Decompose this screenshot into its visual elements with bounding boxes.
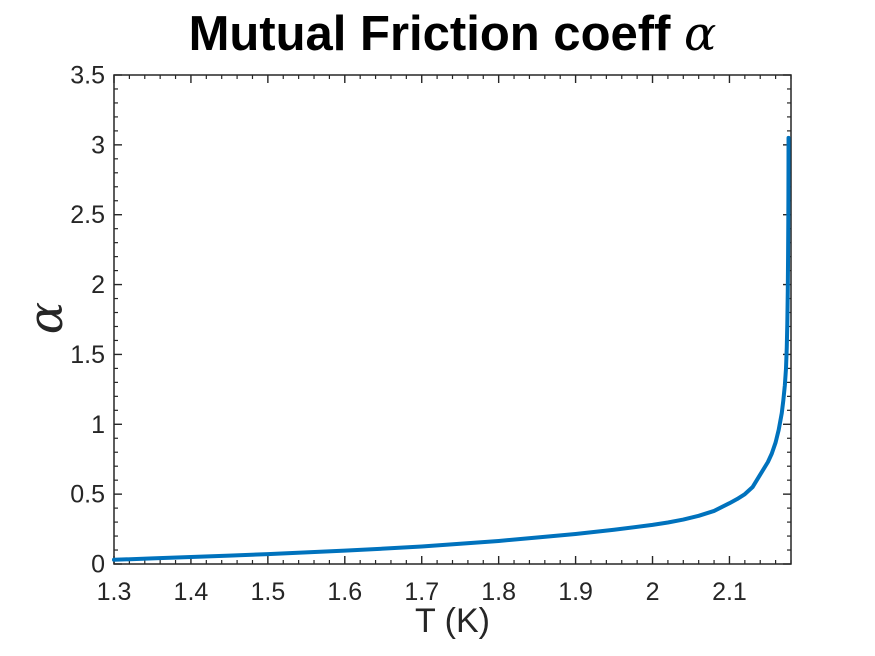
x-tick-label: 1.8	[481, 578, 516, 606]
chart-title-text: Mutual Friction coeff	[188, 7, 684, 61]
x-tick-label: 1.4	[174, 578, 209, 606]
alpha-symbol-title: α	[684, 6, 717, 62]
x-tick-label: 2	[646, 578, 660, 606]
x-axis-label: T (K)	[415, 602, 490, 640]
y-tick-label: 1.5	[70, 341, 105, 369]
axes-box	[113, 74, 792, 565]
y-tick-label: 2.5	[70, 201, 105, 229]
y-tick-label: 1	[91, 411, 105, 439]
y-tick-label: 2	[91, 271, 105, 299]
y-tick-label: 0	[91, 551, 105, 579]
friction-curve	[112, 135, 791, 562]
x-tick-label: 1.6	[327, 578, 362, 606]
x-tick-label: 1.3	[97, 578, 132, 606]
x-tick-label: 1.7	[404, 578, 439, 606]
x-tick-label: 1.9	[558, 578, 593, 606]
y-tick-label: 3	[91, 131, 105, 159]
chart-title: Mutual Friction coeff α	[114, 6, 791, 62]
y-tick-label: 0.5	[70, 481, 105, 509]
y-tick-label: 3.5	[70, 62, 105, 90]
x-tick-label: 2.1	[712, 578, 747, 606]
x-tick-label: 1.5	[250, 578, 285, 606]
